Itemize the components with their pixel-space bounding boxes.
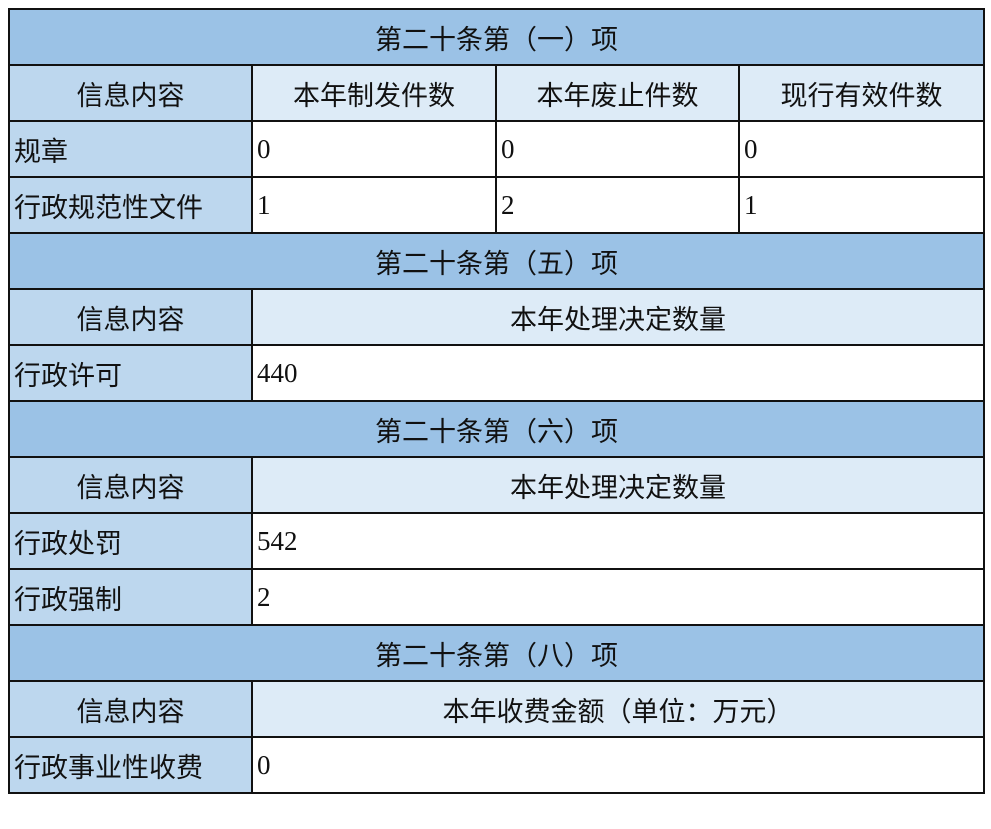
header-label: 信息内容 — [8, 680, 253, 738]
section-title: 第二十条第（八）项 — [8, 624, 985, 682]
column-header: 本年处理决定数量 — [251, 456, 985, 514]
header-label: 信息内容 — [8, 64, 253, 122]
column-header: 本年制发件数 — [251, 64, 497, 122]
cell-value: 542 — [251, 512, 985, 570]
cell-value: 2 — [495, 176, 740, 234]
cell-value: 0 — [495, 120, 740, 178]
row-label: 行政处罚 — [8, 512, 253, 570]
cell-value: 440 — [251, 344, 985, 402]
government-info-table: 第二十条第（一）项 信息内容 本年制发件数 本年废止件数 现行有效件数 规章 0… — [8, 8, 985, 794]
cell-value: 0 — [251, 120, 497, 178]
cell-value: 2 — [251, 568, 985, 626]
section-title: 第二十条第（五）项 — [8, 232, 985, 290]
column-header: 本年处理决定数量 — [251, 288, 985, 346]
section-title: 第二十条第（一）项 — [8, 8, 985, 66]
cell-value: 0 — [738, 120, 985, 178]
row-label: 规章 — [8, 120, 253, 178]
header-label: 信息内容 — [8, 288, 253, 346]
cell-value: 1 — [251, 176, 497, 234]
column-header: 现行有效件数 — [738, 64, 985, 122]
cell-value: 0 — [251, 736, 985, 794]
column-header: 本年废止件数 — [495, 64, 740, 122]
row-label: 行政许可 — [8, 344, 253, 402]
header-label: 信息内容 — [8, 456, 253, 514]
column-header: 本年收费金额（单位：万元） — [251, 680, 985, 738]
cell-value: 1 — [738, 176, 985, 234]
row-label: 行政规范性文件 — [8, 176, 253, 234]
row-label: 行政事业性收费 — [8, 736, 253, 794]
section-title: 第二十条第（六）项 — [8, 400, 985, 458]
row-label: 行政强制 — [8, 568, 253, 626]
